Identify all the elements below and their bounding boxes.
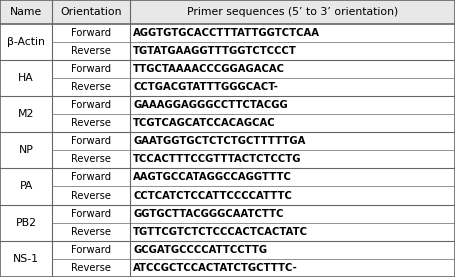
Text: CCTCATCTCCATTCCCCATTTC: CCTCATCTCCATTCCCCATTTC [133, 191, 292, 201]
Bar [130, 259, 455, 277]
Text: HA: HA [18, 73, 34, 83]
Text: PB2: PB2 [15, 218, 37, 228]
Bar [52, 205, 130, 223]
Text: M2: M2 [18, 109, 34, 119]
Text: Reverse: Reverse [71, 154, 111, 164]
Bar [130, 186, 455, 205]
Text: TTGCTAAAACCCGGAGACAC: TTGCTAAAACCCGGAGACAC [133, 64, 285, 74]
Text: Forward: Forward [71, 245, 111, 255]
Bar [130, 0, 455, 24]
Bar [52, 259, 130, 277]
Text: Forward: Forward [71, 100, 111, 110]
Text: β-Actin: β-Actin [7, 37, 45, 47]
Bar [0, 78, 52, 96]
Bar [52, 0, 130, 24]
Bar [0, 132, 52, 150]
Text: Reverse: Reverse [71, 46, 111, 56]
Text: TGTATGAAGGTTTGGTCTCCCT: TGTATGAAGGTTTGGTCTCCCT [133, 46, 297, 56]
Bar [130, 241, 455, 259]
Bar [52, 114, 130, 132]
Text: Forward: Forward [71, 136, 111, 146]
Bar [52, 132, 130, 150]
Bar [52, 241, 130, 259]
Bar [52, 168, 130, 186]
Bar [52, 150, 130, 168]
Text: Forward: Forward [71, 64, 111, 74]
Bar [0, 205, 52, 223]
Text: NS-1: NS-1 [13, 254, 39, 264]
Text: Reverse: Reverse [71, 82, 111, 92]
Bar [0, 114, 52, 132]
Bar [0, 150, 52, 168]
Text: GCGATGCCCCATTCCTTG: GCGATGCCCCATTCCTTG [133, 245, 268, 255]
Text: GAAAGGAGGGCCTTCTACGG: GAAAGGAGGGCCTTCTACGG [133, 100, 288, 110]
Text: TCCACTTTCCGTTTACTCTCCTG: TCCACTTTCCGTTTACTCTCCTG [133, 154, 302, 164]
Bar [52, 186, 130, 205]
Text: TCGTCAGCATCCACAGCAC: TCGTCAGCATCCACAGCAC [133, 118, 276, 128]
Bar [0, 60, 52, 78]
Bar [130, 96, 455, 114]
Bar [130, 168, 455, 186]
Bar [0, 241, 52, 259]
Text: Reverse: Reverse [71, 191, 111, 201]
Bar [130, 60, 455, 78]
Text: Primer sequences (5’ to 3’ orientation): Primer sequences (5’ to 3’ orientation) [187, 7, 398, 17]
Bar [130, 114, 455, 132]
Bar [0, 24, 52, 42]
Bar [52, 24, 130, 42]
Bar [130, 132, 455, 150]
Bar [130, 150, 455, 168]
Text: CCTGACGTATTTGGGCACT-: CCTGACGTATTTGGGCACT- [133, 82, 278, 92]
Bar [130, 42, 455, 60]
Bar [52, 96, 130, 114]
Bar [0, 0, 52, 24]
Bar [0, 186, 52, 205]
Bar [130, 24, 455, 42]
Bar [0, 42, 52, 60]
Bar [0, 259, 52, 277]
Text: Name: Name [10, 7, 42, 17]
Text: Forward: Forward [71, 209, 111, 219]
Text: PA: PA [20, 181, 33, 191]
Text: Reverse: Reverse [71, 118, 111, 128]
Text: AAGTGCCATAGGCCAGGTTTC: AAGTGCCATAGGCCAGGTTTC [133, 172, 292, 183]
Text: Reverse: Reverse [71, 227, 111, 237]
Text: NP: NP [19, 145, 34, 155]
Text: GGTGCTTACGGGCAATCTTC: GGTGCTTACGGGCAATCTTC [133, 209, 284, 219]
Bar [0, 223, 52, 241]
Bar [0, 168, 52, 186]
Bar [130, 223, 455, 241]
Bar [130, 78, 455, 96]
Text: Forward: Forward [71, 28, 111, 38]
Text: Reverse: Reverse [71, 263, 111, 273]
Bar [0, 96, 52, 114]
Bar [52, 60, 130, 78]
Bar [52, 42, 130, 60]
Bar [52, 78, 130, 96]
Text: AGGTGTGCACCTTTATTGGTCTCAA: AGGTGTGCACCTTTATTGGTCTCAA [133, 28, 320, 38]
Bar [130, 205, 455, 223]
Text: TGTTCGTCTCTCCCACTCACTATC: TGTTCGTCTCTCCCACTCACTATC [133, 227, 308, 237]
Text: GAATGGTGCTCTCTGCTTTTTGA: GAATGGTGCTCTCTGCTTTTTGA [133, 136, 306, 146]
Text: Forward: Forward [71, 172, 111, 183]
Text: ATCCGCTCCACTATCTGCTTTC-: ATCCGCTCCACTATCTGCTTTC- [133, 263, 298, 273]
Bar [52, 223, 130, 241]
Text: Orientation: Orientation [60, 7, 122, 17]
